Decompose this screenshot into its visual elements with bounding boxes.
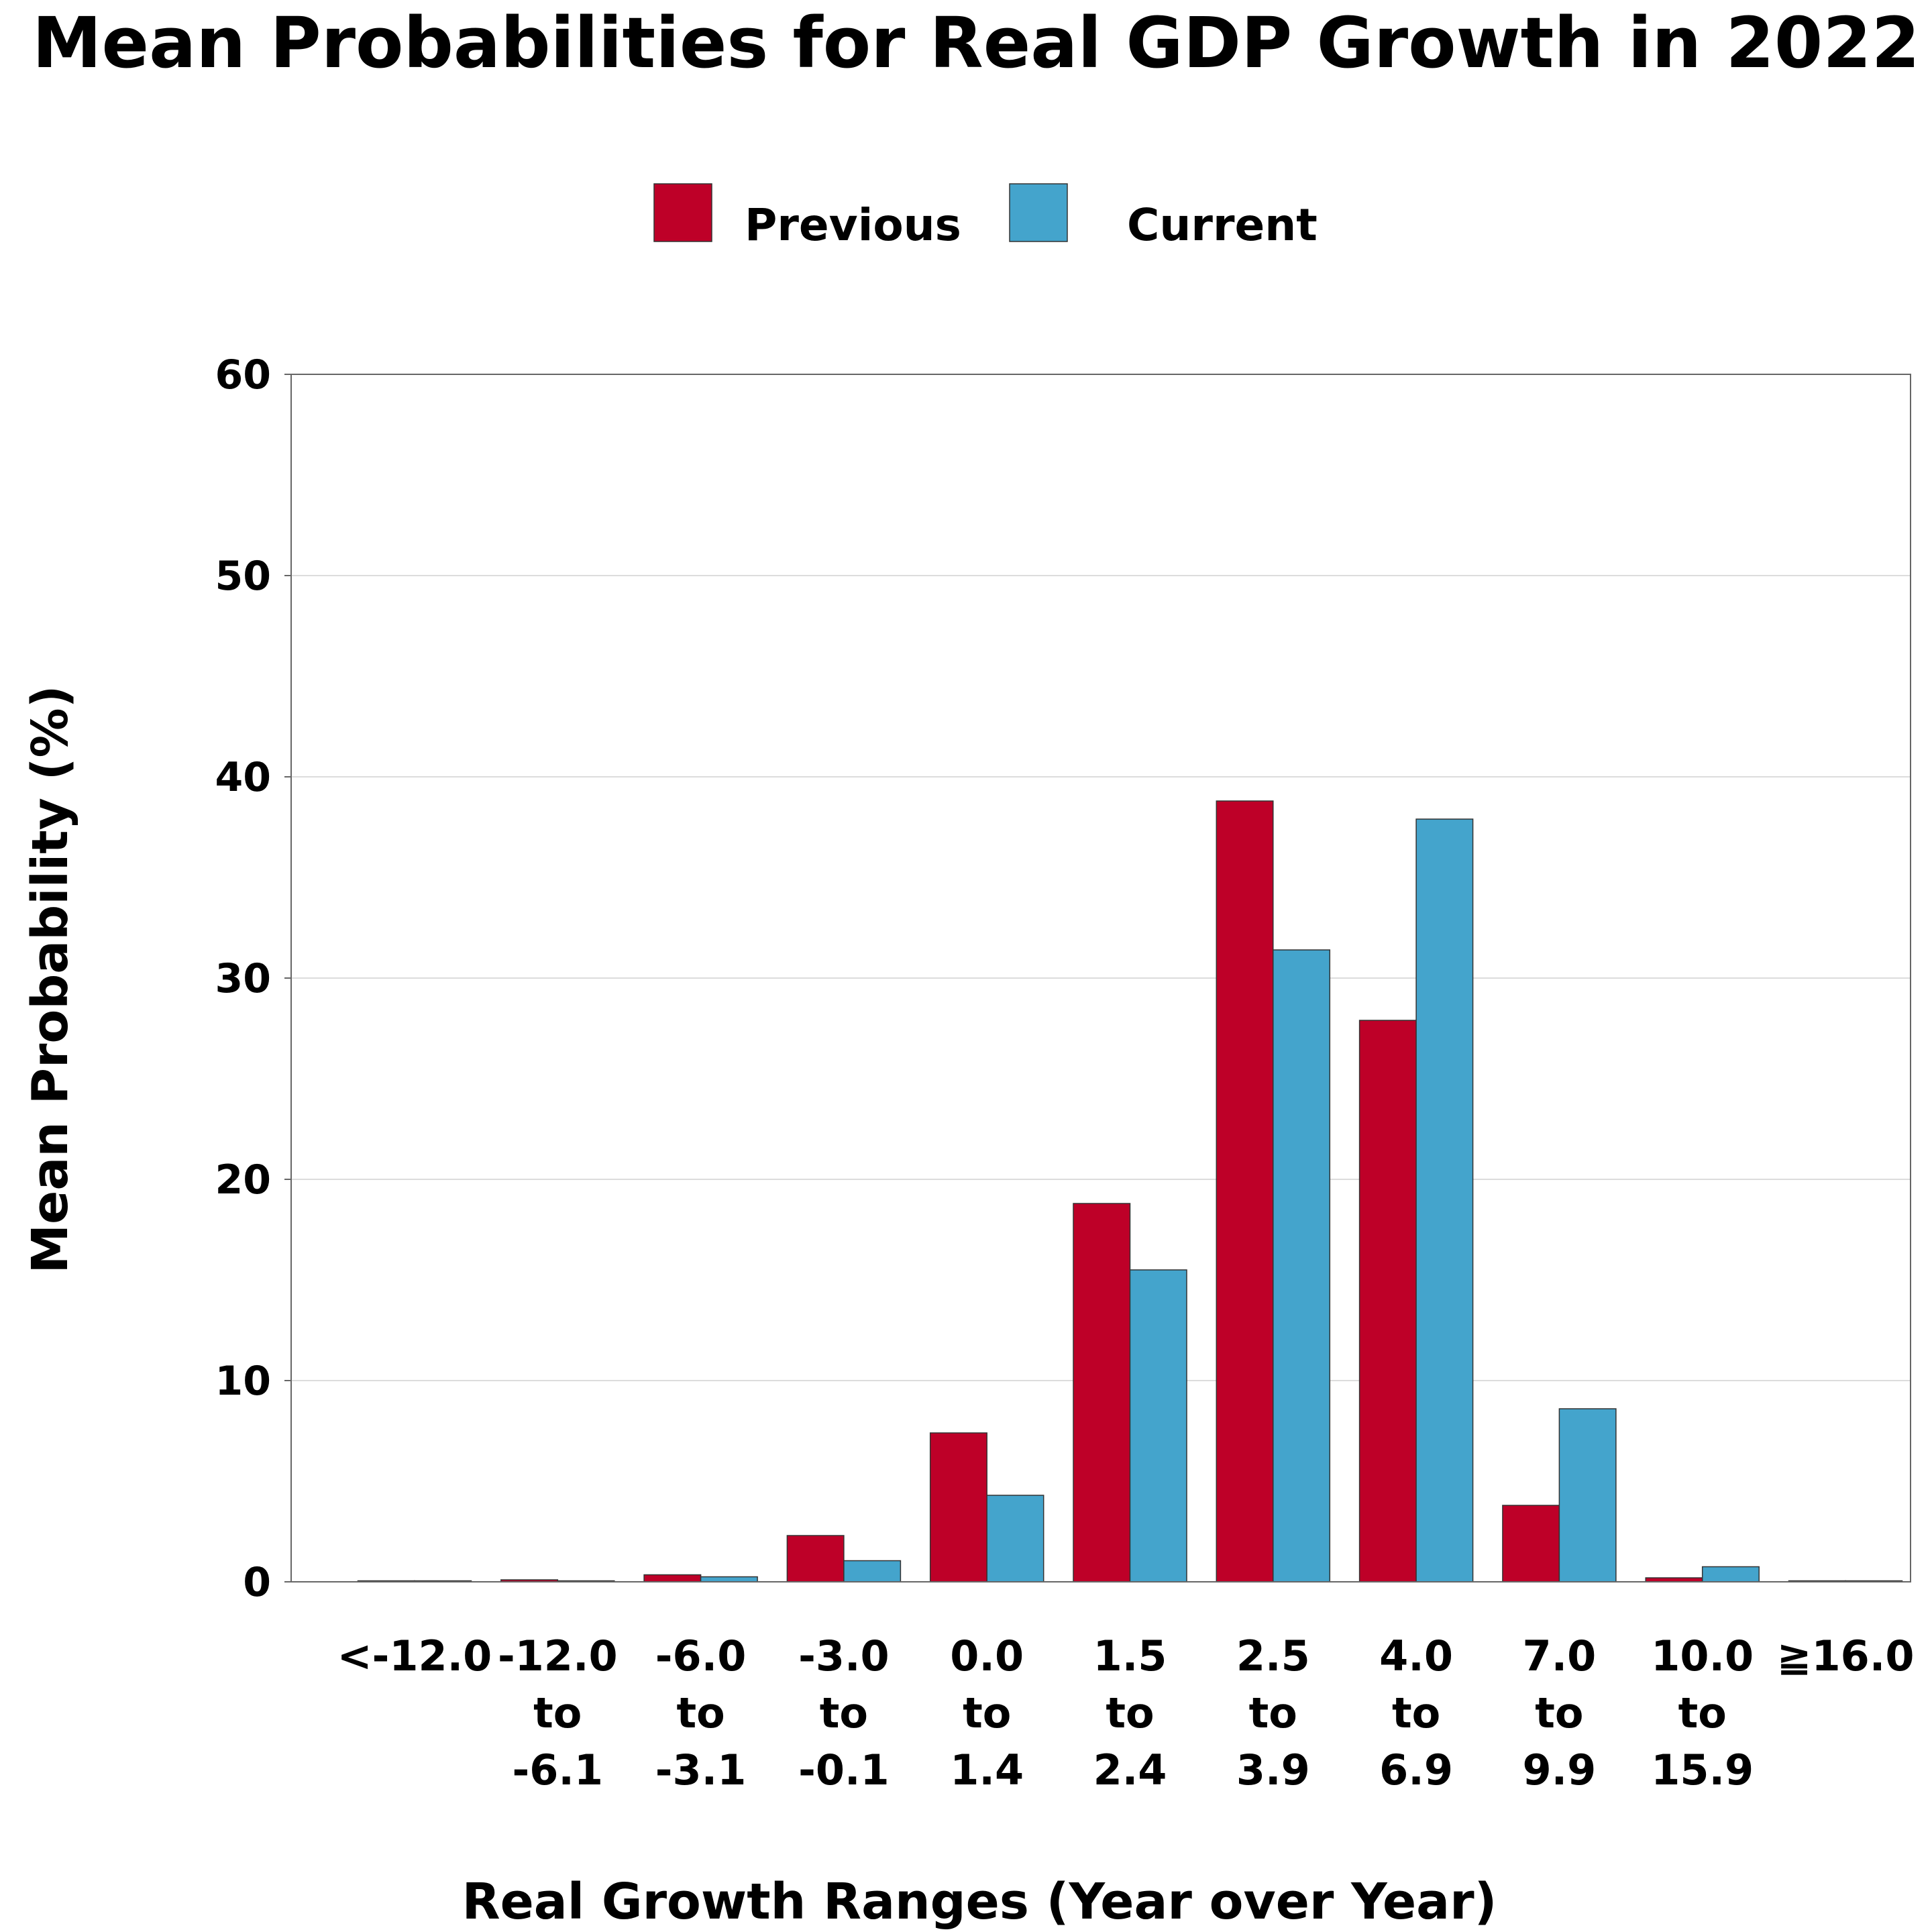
- x-tick-label: 2.5 to 3.9: [1236, 1631, 1310, 1794]
- bar-current-4: [986, 1495, 1044, 1582]
- bar-previous-8: [1502, 1505, 1560, 1582]
- y-tick-label: 10: [215, 1358, 272, 1405]
- bar-previous-3: [786, 1535, 845, 1582]
- chart-title: Mean Probabilities for Real GDP Growth i…: [32, 2, 1920, 84]
- x-tick-label: 4.0 to 6.9: [1379, 1631, 1453, 1794]
- legend-swatch-previous: [653, 183, 712, 242]
- x-tick-label: 10.0 to 15.9: [1651, 1631, 1754, 1794]
- x-tick-label: -3.0 to -0.1: [798, 1631, 890, 1794]
- bar-current-2: [700, 1576, 758, 1582]
- y-axis: 0 10 20 30 40 50 60: [215, 352, 291, 1606]
- bar-current-8: [1558, 1408, 1617, 1582]
- x-tick-label: -6.0 to -3.1: [655, 1631, 747, 1794]
- y-tick-label: 0: [243, 1559, 271, 1606]
- x-axis: <-12.0 -12.0 to -6.1 -6.0 to -3.1 -3.0 to -0.1 0.0…: [337, 1631, 1915, 1794]
- bar-previous-5: [1073, 1203, 1131, 1582]
- x-tick-label: 7.0 to 9.9: [1522, 1631, 1596, 1794]
- y-tick-label: 50: [215, 553, 272, 600]
- y-axis-label: Mean Probability (%): [21, 686, 79, 1274]
- x-axis-label: Real Growth Ranges (Year over Year): [462, 1873, 1497, 1931]
- x-tick-label: -12.0 to -6.1: [498, 1631, 618, 1794]
- y-tick-label: 40: [215, 754, 272, 801]
- bars: [357, 800, 1903, 1582]
- y-tick-label: 20: [215, 1157, 272, 1203]
- bar-current-5: [1129, 1269, 1187, 1582]
- bar-previous-4: [929, 1432, 987, 1582]
- bar-current-6: [1273, 949, 1331, 1582]
- legend-label-current: Current: [1127, 199, 1318, 251]
- x-tick-label: ≧16.0: [1777, 1631, 1915, 1680]
- y-tick-label: 30: [215, 955, 272, 1002]
- bar-current-3: [843, 1560, 902, 1582]
- legend-label-previous: Previous: [745, 199, 961, 251]
- gridlines: [291, 575, 1911, 1381]
- y-tick-label: 60: [215, 352, 272, 398]
- legend: Previous Current: [653, 183, 1318, 251]
- bar-previous-7: [1358, 1020, 1417, 1582]
- bar-current-9: [1701, 1566, 1760, 1582]
- x-tick-label: <-12.0: [337, 1631, 492, 1680]
- x-tick-label: 0.0 to 1.4: [950, 1631, 1024, 1794]
- bar-previous-6: [1216, 800, 1274, 1582]
- bar-previous-2: [643, 1574, 702, 1582]
- x-tick-label: 1.5 to 2.4: [1093, 1631, 1167, 1794]
- legend-swatch-current: [1009, 183, 1068, 242]
- bar-current-7: [1415, 818, 1474, 1582]
